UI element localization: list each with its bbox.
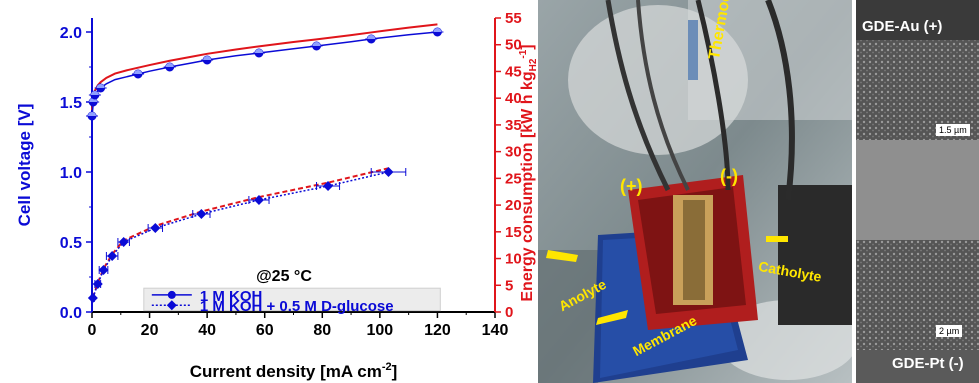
x-tick-label: 40 bbox=[198, 322, 216, 339]
chart-series bbox=[86, 23, 444, 303]
x-tick-label: 60 bbox=[256, 322, 274, 339]
temperature-annotation: @25 °C bbox=[256, 268, 312, 285]
y-right-tick-label: 50 bbox=[505, 37, 522, 54]
legend-box bbox=[143, 287, 441, 312]
y-left-tick-label: 1.5 bbox=[60, 95, 82, 112]
y-right-tick-label: 40 bbox=[505, 90, 522, 107]
y-left-tick-label: 0.0 bbox=[60, 305, 82, 322]
sem-top-label: GDE-Au (+) bbox=[862, 18, 943, 35]
x-tick-label: 120 bbox=[424, 322, 451, 339]
x-tick-label: 0 bbox=[88, 322, 97, 339]
legend-marker-glucose bbox=[166, 300, 177, 311]
point-koh-highlight bbox=[203, 56, 212, 60]
point-glucose bbox=[383, 167, 394, 177]
point-koh-highlight bbox=[367, 35, 376, 39]
point-glucose bbox=[98, 265, 109, 275]
sem-bottom-scalebar: 2 µm bbox=[936, 325, 963, 337]
y-right-tick-label: 0 bbox=[505, 304, 513, 321]
y-right-tick-label: 30 bbox=[505, 144, 522, 161]
y-axis-right-label: Energy consumption [kW h kgH2-1] bbox=[518, 44, 539, 301]
sem-top-scalebar: 1.5 µm bbox=[936, 124, 970, 136]
point-koh-highlight bbox=[254, 48, 263, 53]
y-right-tick-label: 55 bbox=[505, 10, 522, 27]
sem-bottom-label: GDE-Pt (-) bbox=[892, 355, 964, 372]
x-axis-label: Current density [mA cm-2] bbox=[190, 361, 398, 381]
y-axis-left-label: Cell voltage [V] bbox=[15, 104, 34, 227]
point-glucose bbox=[253, 195, 264, 205]
y-right-tick-label: 35 bbox=[505, 117, 522, 134]
point-glucose bbox=[87, 293, 98, 303]
point-glucose bbox=[150, 223, 161, 233]
y-right-tick-label: 45 bbox=[505, 63, 522, 80]
y-right-tick-label: 25 bbox=[505, 170, 522, 187]
point-koh-highlight bbox=[88, 112, 96, 116]
electrolyzer-photo-drawing bbox=[538, 0, 852, 383]
y-left-tick-label: 0.5 bbox=[60, 235, 82, 252]
legend-label-glucose: 1 M KOH + 0.5 M D-glucose bbox=[200, 298, 394, 315]
point-koh-highlight bbox=[90, 91, 99, 95]
positive-terminal-label: (+) bbox=[620, 176, 643, 196]
point-glucose bbox=[196, 209, 207, 219]
point-glucose bbox=[92, 279, 103, 289]
point-koh-highlight bbox=[165, 63, 174, 67]
y-right-tick-label: 20 bbox=[505, 197, 522, 214]
point-koh-highlight bbox=[433, 28, 442, 32]
y-left-tick-label: 2.0 bbox=[60, 25, 82, 42]
voltage-line-glucose bbox=[92, 171, 389, 299]
y-right-tick-label: 5 bbox=[505, 277, 513, 294]
legend-label-koh: 1 M KOH bbox=[200, 288, 263, 305]
y-right-tick-label: 15 bbox=[505, 224, 522, 241]
point-glucose bbox=[107, 251, 118, 261]
x-tick-label: 20 bbox=[141, 322, 159, 339]
point-koh-highlight bbox=[134, 70, 143, 74]
electrolyzer-photo: Thermocouple (+) (-) Anolyte Catholyte M… bbox=[538, 0, 852, 383]
x-tick-label: 140 bbox=[482, 322, 509, 339]
y-left-tick-label: 1.0 bbox=[60, 165, 82, 182]
y-right-tick-label: 10 bbox=[505, 251, 522, 268]
point-glucose bbox=[118, 237, 129, 247]
sem-images-panel: GDE-Au (+) 1.5 µm 2 µm GDE-Pt (-) bbox=[856, 0, 979, 383]
point-koh-highlight bbox=[312, 42, 321, 46]
point-glucose bbox=[323, 181, 334, 191]
axis-ticks: 0 20 40 60 80 100 120 140 0.0 0.5 1.0 1.5 2.0 0 5 10 15 2… bbox=[60, 10, 522, 339]
point-koh-highlight bbox=[96, 84, 105, 88]
x-tick-label: 100 bbox=[367, 322, 394, 339]
x-tick-label: 80 bbox=[313, 322, 331, 339]
energy-line-glucose bbox=[91, 167, 389, 298]
chart-area: 0 20 40 60 80 100 120 140 0.0 0.5 1.0 1.5 2.0 0 5 10 15 2… bbox=[15, 10, 539, 381]
legend-marker-koh bbox=[167, 290, 176, 299]
negative-terminal-label: (-) bbox=[720, 166, 738, 186]
